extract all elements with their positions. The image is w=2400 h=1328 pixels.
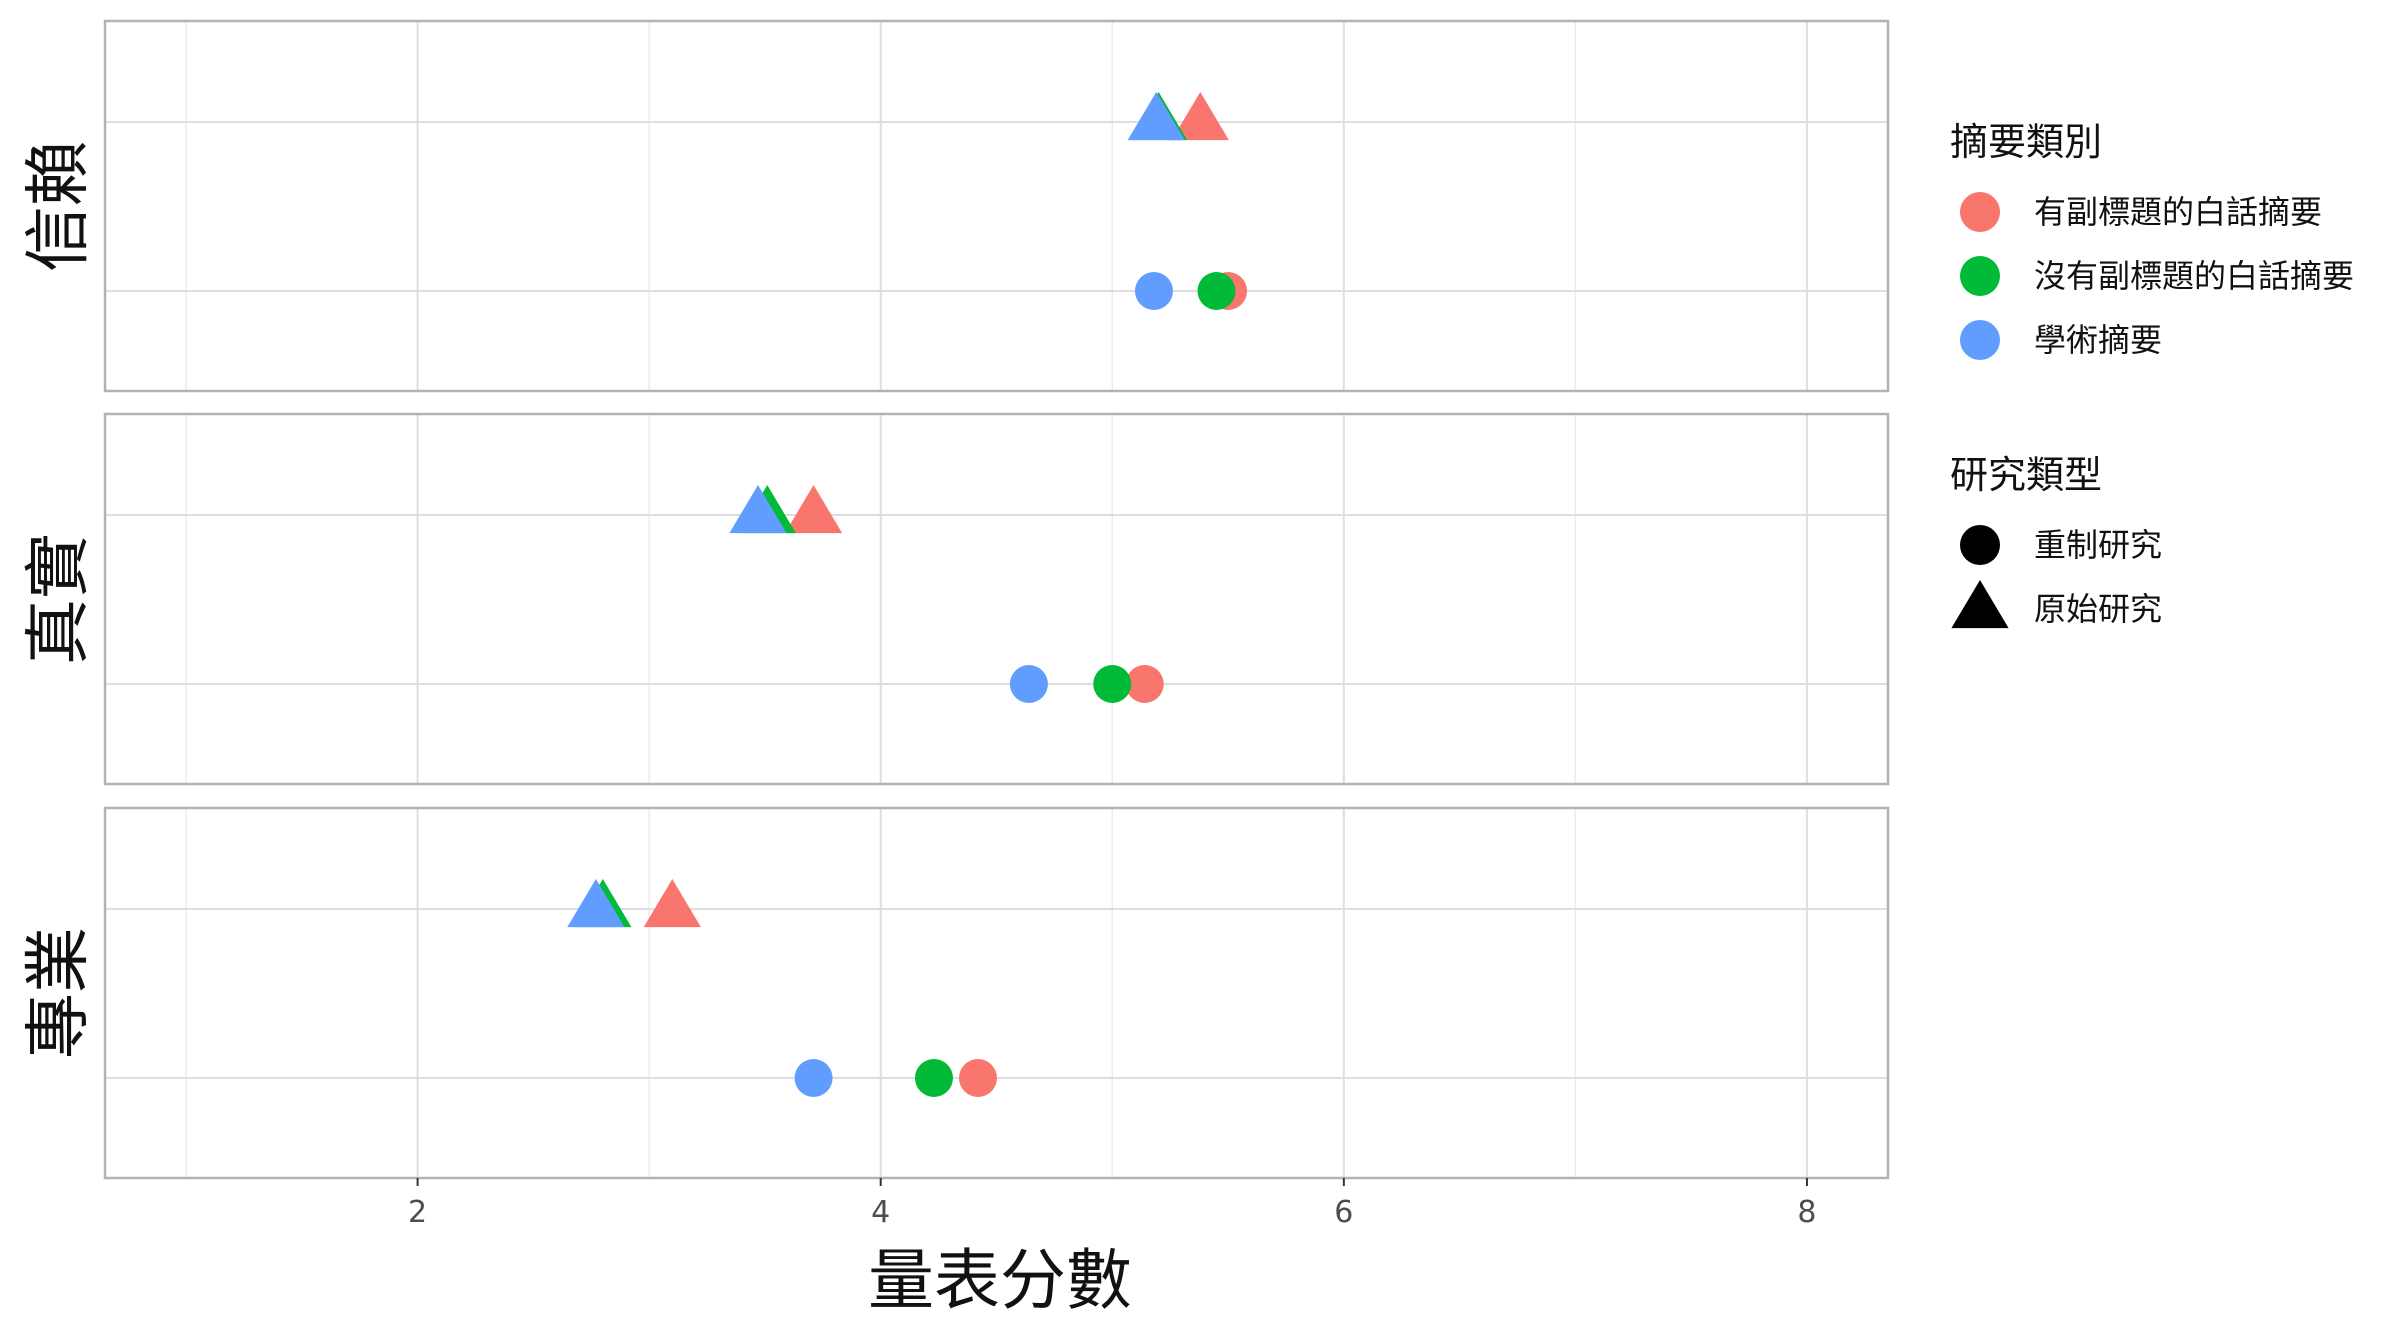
color-legend-title: 摘要類別 xyxy=(1950,120,2102,164)
legend-key-color xyxy=(1960,256,2000,296)
data-point-circle xyxy=(914,1059,953,1097)
facet-panel: 真實 xyxy=(20,412,1890,786)
data-point-triangle xyxy=(784,485,843,534)
panel-border xyxy=(103,412,1890,786)
facet-panel: 信賴 xyxy=(20,19,1890,393)
legend-key-triangle xyxy=(1951,580,2009,629)
panel-border xyxy=(103,19,1890,393)
legend-label: 原始研究 xyxy=(2034,590,2162,628)
x-tick-label: 4 xyxy=(871,1195,890,1230)
data-point-circle xyxy=(1197,272,1236,310)
data-point-triangle xyxy=(567,879,625,928)
legend-label: 有副標題的白話摘要 xyxy=(2034,193,2322,231)
legend-key-color xyxy=(1960,320,2000,360)
x-tick-label: 8 xyxy=(1797,1195,1816,1230)
data-point-circle xyxy=(794,1059,833,1097)
legend-key-circle xyxy=(1960,525,2000,565)
facet-panel: 專業 xyxy=(20,806,1890,1180)
x-axis-title: 量表分數 xyxy=(868,1242,1132,1319)
data-point-circle xyxy=(1009,665,1048,703)
data-point-circle xyxy=(1093,665,1132,703)
x-tick-label: 2 xyxy=(408,1195,427,1230)
legend-key-color xyxy=(1960,192,2000,232)
panel-label: 專業 xyxy=(20,927,97,1059)
x-axis: 2 4 6 8 xyxy=(408,1178,1817,1230)
shape-legend-title: 研究類型 xyxy=(1950,453,2102,497)
legend-label: 沒有副標題的白話摘要 xyxy=(2034,257,2354,295)
data-point-triangle xyxy=(1171,92,1229,141)
data-point-triangle xyxy=(729,485,787,534)
panel-label: 真實 xyxy=(20,533,97,665)
x-tick-label: 6 xyxy=(1334,1195,1353,1230)
data-point-triangle xyxy=(643,879,701,928)
legend-label: 重制研究 xyxy=(2034,526,2162,564)
data-point-circle xyxy=(1125,665,1164,703)
data-point-circle xyxy=(1134,272,1173,310)
legend-label: 學術摘要 xyxy=(2034,321,2162,359)
panel-label: 信賴 xyxy=(20,140,97,272)
data-point-triangle xyxy=(1127,92,1185,141)
panel-border xyxy=(103,806,1890,1180)
data-point-circle xyxy=(958,1059,997,1097)
